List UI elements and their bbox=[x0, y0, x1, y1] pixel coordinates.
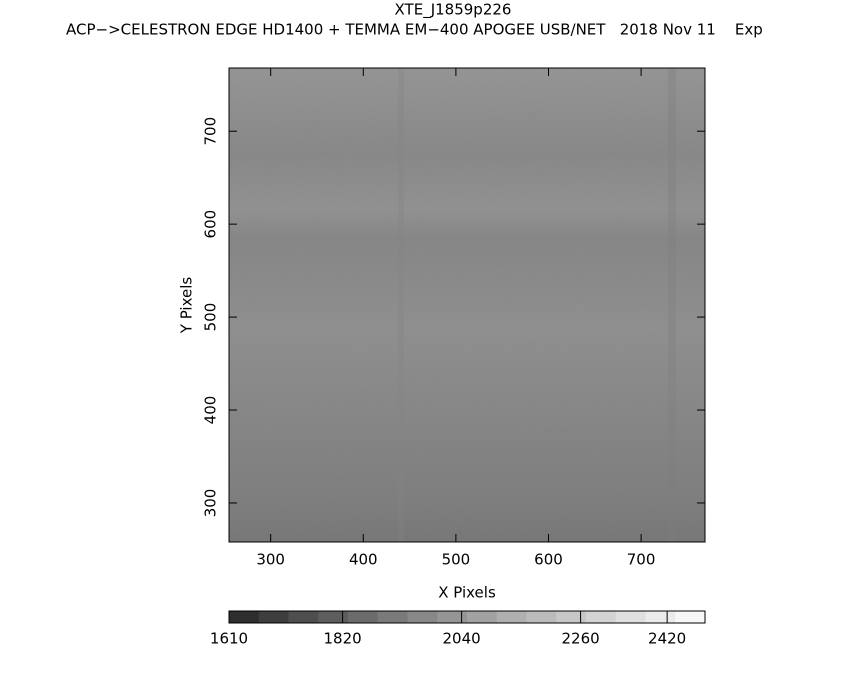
y-tick-label: 400 bbox=[202, 396, 220, 425]
x-tick-label: 500 bbox=[442, 551, 471, 569]
colorbar-segment bbox=[586, 611, 617, 623]
colorbar-segment bbox=[496, 611, 527, 623]
chart-subtitle: ACP−>CELESTRON EDGE HD1400 + TEMMA EM−40… bbox=[66, 21, 763, 39]
colorbar-segment bbox=[258, 611, 289, 623]
colorbar-segment bbox=[437, 611, 468, 623]
colorbar-tick-label: 2420 bbox=[648, 630, 686, 648]
y-tick-label: 300 bbox=[202, 489, 220, 518]
x-tick-label: 600 bbox=[534, 551, 563, 569]
colorbar-segment bbox=[467, 611, 498, 623]
colorbar-segment bbox=[229, 611, 260, 623]
x-axis-label: X Pixels bbox=[438, 584, 496, 602]
image-column bbox=[668, 68, 676, 542]
colorbar-segment bbox=[318, 611, 349, 623]
colorbar-segment bbox=[288, 611, 319, 623]
colorbar-segment bbox=[526, 611, 557, 623]
colorbar-segment bbox=[377, 611, 408, 623]
y-tick-label: 700 bbox=[202, 117, 220, 146]
x-tick-label: 300 bbox=[256, 551, 285, 569]
y-tick-label: 500 bbox=[202, 303, 220, 332]
image-area bbox=[228, 67, 706, 543]
colorbar-segment bbox=[556, 611, 587, 623]
image bbox=[229, 68, 705, 542]
colorbar-tick-label: 2260 bbox=[561, 630, 599, 648]
y-axis-label: Y Pixels bbox=[178, 277, 196, 335]
colorbar-segment bbox=[348, 611, 379, 623]
x-tick-label: 700 bbox=[627, 551, 656, 569]
y-tick-label: 600 bbox=[202, 210, 220, 239]
colorbar-segment bbox=[407, 611, 438, 623]
colorbar-tick-label: 1610 bbox=[210, 630, 248, 648]
colorbar-tick-label: 1820 bbox=[323, 630, 361, 648]
image-column bbox=[398, 68, 404, 542]
x-tick-label: 400 bbox=[349, 551, 378, 569]
plot-frame bbox=[228, 67, 706, 543]
colorbar-segment bbox=[675, 611, 706, 623]
colorbar-segment bbox=[615, 611, 646, 623]
colorbar-segment bbox=[645, 611, 676, 623]
colorbar-tick-label: 2040 bbox=[442, 630, 480, 648]
chart-title: XTE_J1859p226 bbox=[395, 1, 512, 20]
